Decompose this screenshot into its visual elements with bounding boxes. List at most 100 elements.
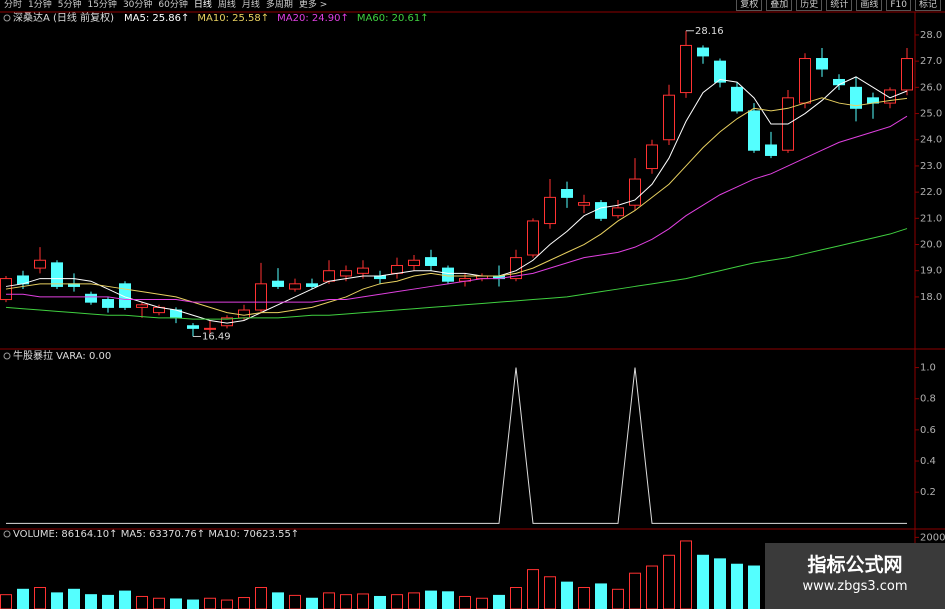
y-tick-label: 0.4 bbox=[920, 456, 936, 467]
candle-body bbox=[408, 259, 420, 266]
candle-body bbox=[204, 327, 216, 330]
volume-bar bbox=[612, 588, 624, 609]
indicator-line bbox=[5, 228, 908, 320]
indicator-line bbox=[5, 76, 908, 324]
y-tick-label: 0.8 bbox=[920, 394, 936, 405]
watermark-title: 指标公式网 bbox=[807, 554, 903, 576]
y-tick-label: 28.0 bbox=[920, 30, 942, 41]
indicator-line bbox=[5, 97, 908, 316]
volume-bar bbox=[289, 594, 301, 609]
watermark-url: www.zbgs3.com bbox=[802, 579, 908, 594]
candle-body bbox=[51, 262, 63, 287]
legend-entry: MA60: 20.61↑ bbox=[357, 13, 429, 24]
legend-entry: MA10: 25.58↑ bbox=[197, 13, 269, 24]
period-tab[interactable]: 15分钟 bbox=[87, 0, 117, 10]
volume-bar bbox=[680, 540, 692, 609]
y-tick-label: 22.0 bbox=[920, 187, 942, 198]
candle-body bbox=[901, 58, 913, 91]
y-tick-label: 27.0 bbox=[920, 56, 942, 67]
candle-body bbox=[102, 299, 114, 308]
candle-body bbox=[833, 78, 845, 86]
candle-body bbox=[697, 47, 709, 57]
volume-bar bbox=[187, 599, 199, 609]
tool-button[interactable]: 画线 bbox=[856, 0, 883, 11]
volume-bar bbox=[714, 558, 726, 609]
volume-bar bbox=[544, 576, 556, 609]
volume-bar bbox=[102, 594, 114, 609]
indicator-line bbox=[6, 115, 908, 303]
y-tick-label: 23.0 bbox=[920, 161, 942, 172]
volume-bar bbox=[221, 599, 233, 609]
y-tick-label: 200000 bbox=[920, 532, 945, 543]
period-tab[interactable]: 60分钟 bbox=[158, 0, 188, 10]
volume-bar bbox=[68, 588, 80, 609]
period-tabs: 分时 1分钟 5分钟 15分钟 30分钟 60分钟 日线 周线 月线 多周期 更多 > bbox=[4, 0, 333, 11]
y-tick-label: 19.0 bbox=[920, 266, 942, 277]
period-tab[interactable]: 1分钟 bbox=[28, 0, 52, 10]
volume-bar bbox=[357, 593, 369, 609]
period-tab[interactable]: 多周期 bbox=[265, 0, 293, 10]
volume-bar bbox=[323, 592, 335, 609]
candle-body bbox=[561, 189, 573, 198]
tool-button[interactable]: 历史 bbox=[796, 0, 823, 11]
volume-bar bbox=[374, 595, 386, 609]
volume-bar bbox=[578, 587, 590, 609]
period-tab[interactable]: 30分钟 bbox=[122, 0, 153, 10]
legend-entry: MA5: 25.86↑ bbox=[124, 13, 189, 24]
candle-body bbox=[850, 86, 862, 109]
candle-body bbox=[272, 280, 284, 287]
y-tick-label: 20.0 bbox=[920, 240, 942, 251]
candle-body bbox=[34, 259, 46, 269]
volume-bar bbox=[170, 598, 182, 609]
y-tick-label: 26.0 bbox=[920, 82, 942, 93]
volume-bar bbox=[306, 597, 318, 609]
candle-body bbox=[646, 144, 658, 170]
candle-body bbox=[816, 58, 828, 70]
volume-bar bbox=[0, 594, 12, 609]
period-tab[interactable]: 周线 bbox=[217, 0, 236, 10]
volume-bar bbox=[561, 581, 573, 609]
tool-button[interactable]: 统计 bbox=[826, 0, 853, 11]
candle-body bbox=[136, 304, 148, 308]
candle-body bbox=[595, 202, 607, 219]
candle-body bbox=[238, 309, 250, 319]
tool-button[interactable]: 标记 bbox=[914, 0, 941, 11]
volume-bar bbox=[51, 592, 63, 609]
period-tab[interactable]: 日线 bbox=[193, 0, 212, 10]
tool-button[interactable]: 复权 bbox=[736, 0, 763, 11]
candle-body bbox=[391, 264, 403, 274]
volume-bar bbox=[442, 591, 454, 609]
candle-body bbox=[85, 293, 97, 303]
candle-body bbox=[731, 86, 743, 112]
y-tick-label: 25.0 bbox=[920, 109, 942, 120]
period-tab[interactable]: 更多 > bbox=[298, 0, 328, 10]
tool-button[interactable]: 叠加 bbox=[766, 0, 793, 11]
candle-body bbox=[680, 44, 692, 94]
period-tab[interactable]: 月线 bbox=[241, 0, 260, 10]
candle-body bbox=[442, 267, 454, 282]
tool-button[interactable]: F10 bbox=[886, 0, 911, 11]
candle-body bbox=[765, 144, 777, 156]
annotation: 28.16 bbox=[695, 26, 724, 37]
volume-bar bbox=[119, 590, 131, 609]
candle-body bbox=[884, 89, 896, 104]
y-tick-label: 0.2 bbox=[920, 487, 936, 498]
annotation: 16.49 bbox=[202, 331, 231, 342]
watermark: 指标公式网 www.zbgs3.com bbox=[765, 543, 945, 609]
panel-title: 牛股暴拉 VARA: 0.00 bbox=[13, 349, 111, 362]
volume-bar bbox=[527, 569, 539, 609]
volume-bar bbox=[153, 597, 165, 609]
panel-title: VOLUME: 86164.10↑ MA5: 63370.76↑ MA10: 7… bbox=[13, 529, 299, 540]
volume-bar bbox=[408, 592, 420, 609]
candle-body bbox=[544, 196, 556, 225]
period-tab[interactable]: 5分钟 bbox=[57, 0, 82, 10]
volume-bar bbox=[34, 587, 46, 609]
panel-icon bbox=[3, 530, 11, 538]
candle-body bbox=[629, 178, 641, 206]
volume-bar bbox=[731, 563, 743, 609]
panel-title: 深桑达A (日线 前复权) bbox=[13, 11, 114, 24]
period-tab[interactable]: 分时 bbox=[4, 0, 23, 10]
volume-bar bbox=[629, 572, 641, 609]
volume-bar bbox=[663, 554, 675, 609]
